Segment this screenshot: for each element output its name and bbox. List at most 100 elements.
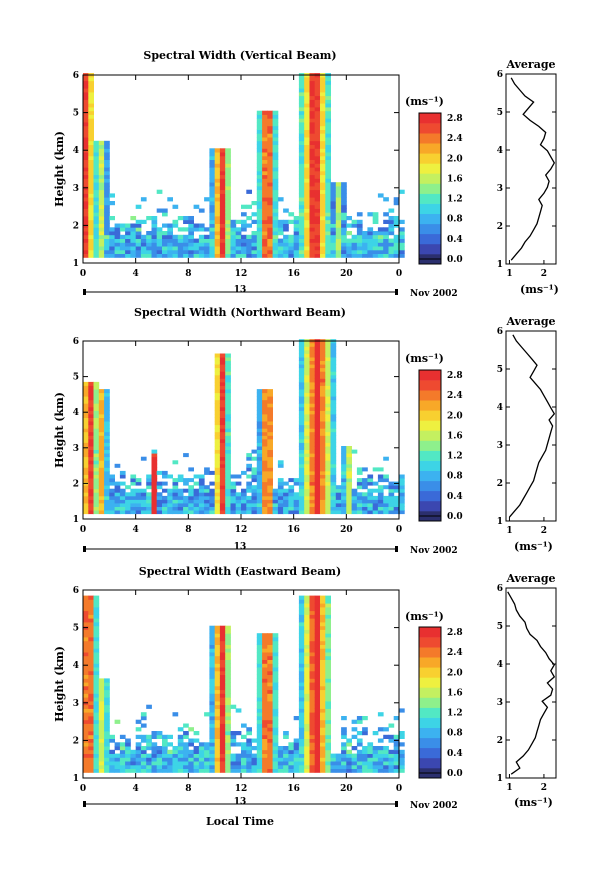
heatmap-cell <box>356 753 363 758</box>
colorbar-tick-label: 2.4 <box>447 134 463 144</box>
heatmap-cell <box>135 742 142 747</box>
heatmap-cell <box>214 246 221 251</box>
heatmap-cell <box>219 738 226 743</box>
colorbar-tick-label: 2.0 <box>447 154 463 164</box>
heatmap-cell <box>288 761 295 766</box>
colorbar-swatch <box>419 193 441 204</box>
heatmap-cell <box>304 678 310 683</box>
y-tick-label: 2 <box>73 479 79 489</box>
heatmap-cell <box>320 659 326 664</box>
heatmap-cell <box>304 463 310 468</box>
heatmap-cell <box>256 122 263 127</box>
heatmap-cell <box>183 764 189 769</box>
heatmap-cell <box>104 406 110 411</box>
heatmap-cell <box>304 88 310 93</box>
heatmap-cell <box>177 510 184 515</box>
heatmap-cell <box>298 453 305 458</box>
heatmap-cell <box>309 396 316 401</box>
heatmap-cell <box>309 406 316 411</box>
heatmap-cell <box>335 495 342 500</box>
heatmap-cell <box>93 742 100 747</box>
heatmap-cell <box>320 122 326 127</box>
heatmap-cell <box>320 234 326 239</box>
heatmap-cell <box>335 753 342 758</box>
heatmap-cell <box>330 357 337 361</box>
heatmap-cell <box>93 463 100 468</box>
heatmap-cell <box>341 746 347 751</box>
heatmap-cell <box>209 155 216 160</box>
heatmap-cell <box>104 764 110 769</box>
heatmap-cell <box>320 495 326 500</box>
heatmap-cell <box>98 144 105 149</box>
heatmap-cell <box>267 716 273 721</box>
heatmap-cell <box>183 242 189 247</box>
heatmap-cell <box>330 488 337 493</box>
profile-x-tick-label: 1 <box>506 526 512 536</box>
heatmap-cell <box>362 467 368 472</box>
heatmap-cell <box>172 753 179 758</box>
heatmap-cell <box>125 761 131 766</box>
heatmap-cell <box>304 719 310 724</box>
heatmap-cell <box>314 446 321 450</box>
heatmap-cell <box>283 753 289 758</box>
heatmap-cell <box>177 253 184 258</box>
heatmap-cell <box>320 346 326 351</box>
heatmap-cell <box>304 648 310 653</box>
heatmap-cell <box>314 431 321 436</box>
heatmap-cell <box>109 488 115 493</box>
heatmap-cell <box>320 682 326 687</box>
heatmap-cell <box>219 152 226 157</box>
heatmap-cell <box>346 249 352 254</box>
heatmap-cell <box>298 342 305 347</box>
heatmap-cell <box>209 163 216 168</box>
colorbar-tick-label: 2.8 <box>447 114 463 124</box>
heatmap-cell <box>309 442 316 447</box>
heatmap-cell <box>298 163 305 168</box>
colorbar-swatch <box>419 213 441 225</box>
heatmap-cell <box>309 170 316 176</box>
heatmap-cell <box>104 693 110 698</box>
heatmap-cell <box>230 753 237 758</box>
heatmap-cell <box>251 212 258 217</box>
heatmap-cell <box>225 216 231 221</box>
heatmap-cell <box>346 467 352 472</box>
heatmap-cell <box>309 749 316 754</box>
heatmap-cell <box>320 481 326 486</box>
colorbar-swatch <box>419 667 441 678</box>
heatmap-cell <box>104 467 110 472</box>
heatmap-cell <box>320 499 326 504</box>
heatmap-cell <box>330 234 337 239</box>
heatmap-cell <box>272 118 279 123</box>
heatmap-cell <box>314 242 321 247</box>
heatmap-cell <box>314 453 321 458</box>
heatmap-cell <box>304 392 310 397</box>
heatmap-cell <box>209 499 216 504</box>
heatmap-cell <box>325 449 331 454</box>
heatmap-cell <box>214 689 221 694</box>
heatmap-cell <box>214 185 221 191</box>
heatmap-cell <box>330 417 337 422</box>
heatmap-cell <box>104 242 110 247</box>
heatmap-cell <box>88 410 94 415</box>
heatmap-cell <box>93 470 100 475</box>
heatmap-cell <box>309 700 316 706</box>
heatmap-cell <box>298 193 305 198</box>
heatmap-cell <box>262 495 268 500</box>
heatmap-cell <box>204 467 210 472</box>
heatmap-cell <box>298 768 305 773</box>
heatmap-cell <box>393 249 400 254</box>
heatmap-cell <box>320 768 326 773</box>
heatmap-cell <box>209 697 216 702</box>
heatmap-cell <box>283 764 289 769</box>
heatmap-cell <box>309 364 316 369</box>
heatmap-cell <box>204 768 210 773</box>
heatmap-cell <box>246 453 252 458</box>
heatmap-cell <box>362 727 368 732</box>
heatmap-cell <box>204 761 210 766</box>
heatmap-cell <box>93 456 100 461</box>
heatmap-cell <box>83 510 89 515</box>
heatmap-cell <box>83 103 89 108</box>
heatmap-cell <box>298 103 305 108</box>
heatmap-cell <box>83 629 89 634</box>
